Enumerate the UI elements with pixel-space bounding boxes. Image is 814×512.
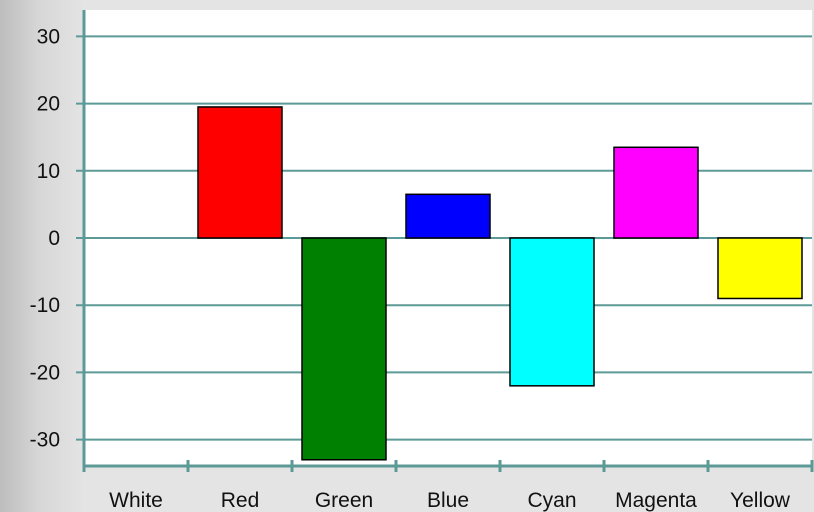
x-tick-label: Red	[221, 489, 260, 512]
y-tick-label: 20	[37, 93, 60, 116]
y-tick-label: 0	[48, 227, 60, 250]
x-tick-label: Blue	[427, 489, 469, 512]
bar-blue	[405, 193, 491, 239]
x-tick-label: Magenta	[615, 489, 697, 512]
bars	[197, 106, 803, 461]
bar-red	[197, 106, 283, 239]
x-tick-label: Green	[315, 489, 373, 512]
bar-magenta	[613, 146, 699, 239]
bar-yellow	[717, 237, 803, 300]
y-tick-label: 30	[37, 25, 60, 48]
y-tick-labels: 30 20 10 0 -10 -20 -30	[30, 25, 60, 451]
y-tick-label: -10	[30, 294, 60, 317]
bar-green	[301, 237, 387, 461]
y-tick-label: 10	[37, 160, 60, 183]
x-tick-label: White	[109, 489, 163, 512]
x-tick-labels: White Red Green Blue Cyan Magenta Yellow	[109, 489, 791, 512]
x-tick-label: Cyan	[527, 489, 576, 512]
x-tick-label: Yellow	[730, 489, 791, 512]
bar-cyan	[509, 237, 595, 387]
axes	[82, 10, 814, 472]
y-tick-label: -20	[30, 361, 60, 384]
y-tick-label: -30	[30, 429, 60, 452]
